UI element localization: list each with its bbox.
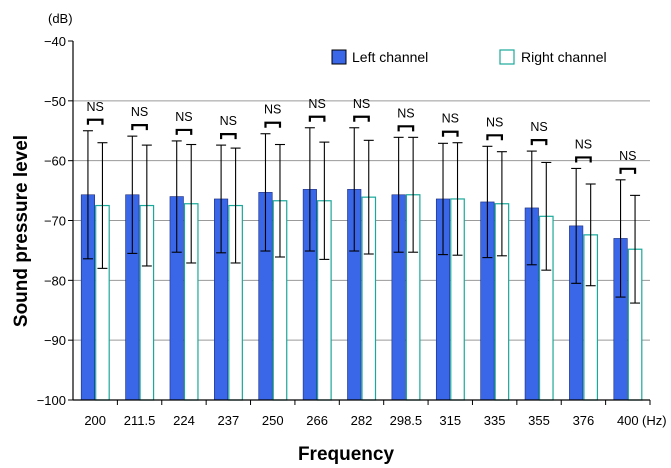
x-unit-label: (Hz) [642, 413, 667, 428]
significance-bracket [397, 125, 415, 132]
x-tick-label: 237 [217, 413, 239, 428]
significance-bracket [86, 118, 104, 125]
legend-swatch-left-channel [331, 49, 347, 65]
significance-label: NS [530, 120, 547, 134]
y-tick-label: −100 [37, 393, 66, 408]
significance-label: NS [442, 112, 459, 126]
significance-label: NS [87, 100, 104, 114]
significance-label: NS [175, 110, 192, 124]
y-tick-label: −40 [44, 34, 66, 49]
significance-bracket [219, 133, 237, 140]
y-tick-label: −70 [44, 214, 66, 229]
x-tick-label: 315 [439, 413, 461, 428]
significance-label: NS [397, 106, 414, 120]
significance-bracket [308, 115, 326, 122]
legend: Left channel Right channel [331, 49, 607, 65]
significance-bracket [575, 156, 592, 163]
legend-item-left-channel: Left channel [331, 49, 428, 65]
error-bars-layer [82, 127, 641, 304]
y-tick-label: −80 [44, 273, 66, 288]
significance-label: NS [353, 97, 370, 111]
significance-bracket [175, 128, 193, 135]
x-tick-label: 335 [484, 413, 506, 428]
x-tick-label: 355 [528, 413, 550, 428]
y-tick-label: −90 [44, 333, 66, 348]
x-tick-label: 266 [306, 413, 328, 428]
y-tick-labels: −40 −50 −60 −70 −80 −90 −100 [37, 34, 66, 408]
y-unit-label: (dB) [48, 11, 73, 26]
y-tick-label: −60 [44, 154, 66, 169]
significance-bracket [486, 134, 504, 141]
significance-bracket [353, 115, 370, 122]
y-axis-title: Sound pressure level [11, 135, 32, 327]
significance-label: NS [264, 103, 281, 117]
x-tick-label: 224 [173, 413, 195, 428]
y-tick-label: −50 [44, 94, 66, 109]
x-tick-label: 298.5 [390, 413, 423, 428]
legend-item-right-channel: Right channel [499, 49, 607, 65]
x-tick-label: 211.5 [124, 413, 156, 428]
significance-label: NS [131, 105, 148, 119]
significance-bracket [530, 138, 548, 146]
x-axis-title: Frequency [298, 444, 395, 465]
x-tick-label: 282 [351, 413, 373, 428]
significance-bracket [264, 121, 282, 128]
axes-layer [68, 40, 651, 405]
legend-label-left-channel: Left channel [352, 49, 428, 65]
significance-label: NS [486, 115, 503, 129]
x-tick-label: 200 [84, 413, 106, 428]
significance-bracket [441, 130, 459, 137]
significance-brackets-layer: NS NS NS NS NS NS NS NS NS NS NS NS NS [86, 97, 637, 174]
significance-label: NS [308, 97, 325, 111]
significance-label: NS [575, 137, 592, 151]
x-tick-label: 400 [617, 413, 639, 428]
significance-bracket [131, 124, 148, 131]
x-tick-label: 250 [262, 413, 284, 428]
significance-bracket [619, 167, 637, 174]
significance-label: NS [619, 149, 636, 163]
x-tick-label: 376 [573, 413, 595, 428]
significance-label: NS [220, 114, 237, 128]
legend-label-right-channel: Right channel [521, 49, 607, 65]
x-tick-labels: 200 211.5 224 237 250 266 282 298.5 315 335 355 376… [84, 413, 638, 428]
legend-swatch-right-channel [499, 49, 515, 65]
